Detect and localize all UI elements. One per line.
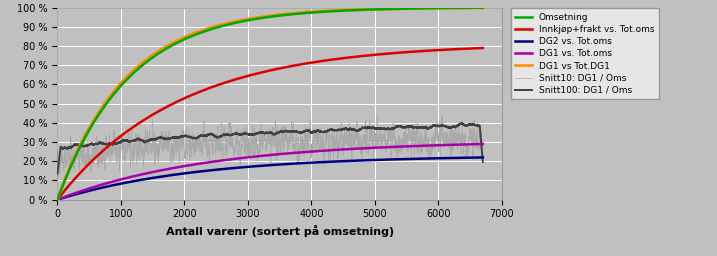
X-axis label: Antall varenr (sortert på omsetning): Antall varenr (sortert på omsetning) bbox=[166, 225, 394, 237]
Legend: Omsetning, Innkjøp+frakt vs. Tot.oms, DG2 vs. Tot.oms, DG1 vs. Tot.oms, DG1 vs T: Omsetning, Innkjøp+frakt vs. Tot.oms, DG… bbox=[511, 8, 659, 99]
